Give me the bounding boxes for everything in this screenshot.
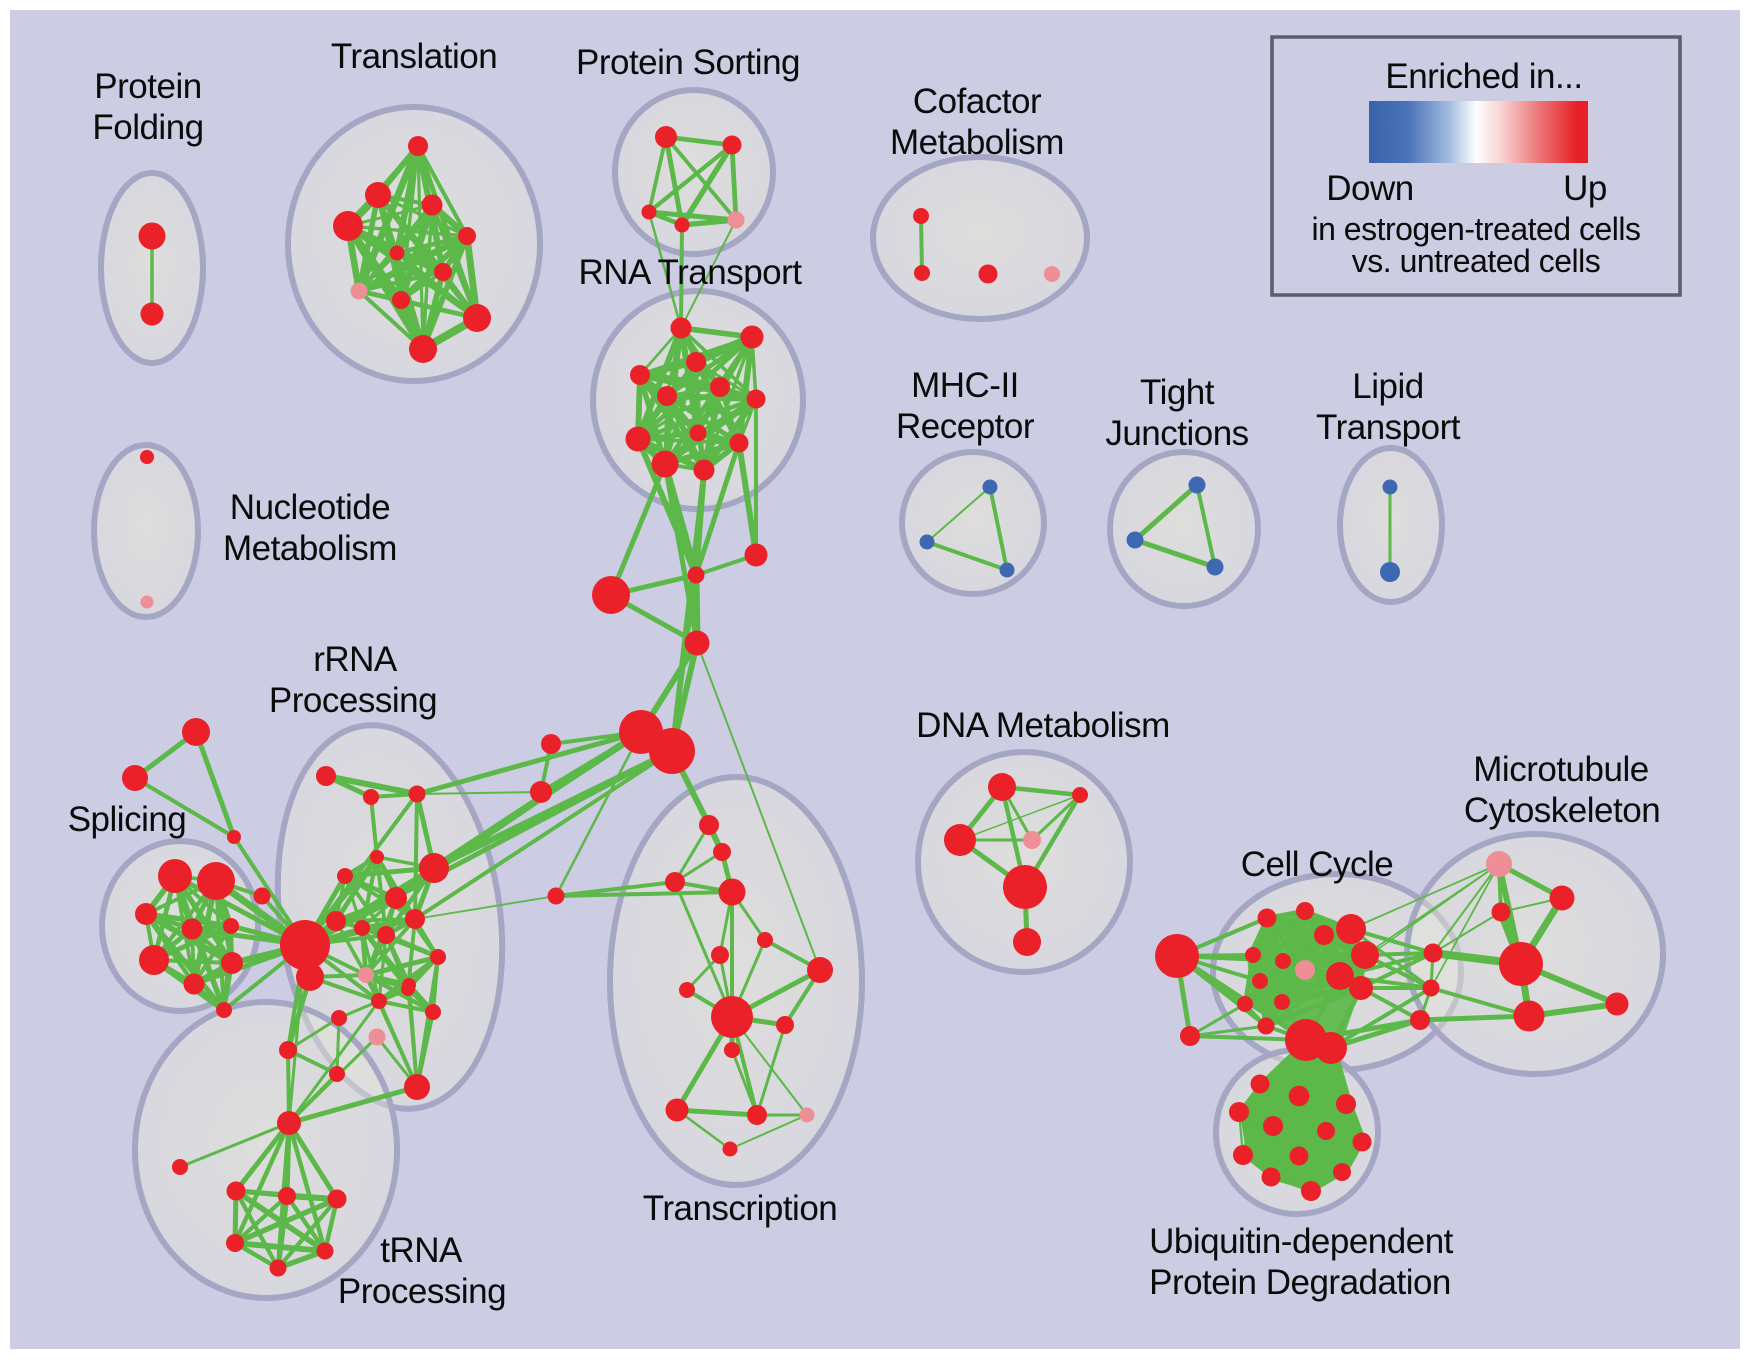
svg-text:Cofactor: Cofactor: [913, 82, 1042, 121]
svg-text:Splicing: Splicing: [68, 800, 187, 839]
svg-text:RNA Transport: RNA Transport: [578, 253, 802, 292]
svg-text:Cytoskeleton: Cytoskeleton: [1464, 791, 1660, 830]
svg-text:Receptor: Receptor: [896, 407, 1035, 446]
svg-text:Metabolism: Metabolism: [223, 529, 397, 568]
svg-text:Protein: Protein: [94, 67, 201, 106]
svg-text:Cell Cycle: Cell Cycle: [1241, 845, 1394, 884]
svg-text:Metabolism: Metabolism: [890, 123, 1064, 162]
svg-text:Processing: Processing: [338, 1272, 506, 1311]
svg-text:Transport: Transport: [1316, 408, 1461, 447]
svg-text:Ubiquitin-dependent: Ubiquitin-dependent: [1149, 1222, 1454, 1261]
svg-text:in estrogen-treated cells: in estrogen-treated cells: [1311, 211, 1640, 247]
svg-text:Lipid: Lipid: [1352, 367, 1423, 406]
svg-text:Up: Up: [1563, 169, 1607, 208]
svg-text:Tight: Tight: [1140, 373, 1215, 412]
svg-text:Processing: Processing: [269, 681, 437, 720]
svg-text:MHC-II: MHC-II: [911, 366, 1019, 405]
svg-text:rRNA: rRNA: [313, 640, 398, 679]
svg-text:Enriched in...: Enriched in...: [1385, 57, 1582, 96]
svg-text:Protein Degradation: Protein Degradation: [1149, 1263, 1451, 1302]
svg-text:Translation: Translation: [331, 37, 497, 76]
svg-text:Down: Down: [1326, 169, 1413, 208]
svg-text:DNA Metabolism: DNA Metabolism: [916, 706, 1170, 745]
svg-text:Folding: Folding: [92, 108, 203, 147]
svg-text:Transcription: Transcription: [643, 1189, 838, 1228]
svg-text:Microtubule: Microtubule: [1473, 750, 1648, 789]
svg-text:tRNA: tRNA: [380, 1231, 463, 1270]
svg-text:Junctions: Junctions: [1105, 414, 1248, 453]
svg-text:Nucleotide: Nucleotide: [230, 488, 390, 527]
svg-text:Protein Sorting: Protein Sorting: [576, 43, 800, 82]
svg-text:vs. untreated cells: vs. untreated cells: [1352, 243, 1600, 279]
